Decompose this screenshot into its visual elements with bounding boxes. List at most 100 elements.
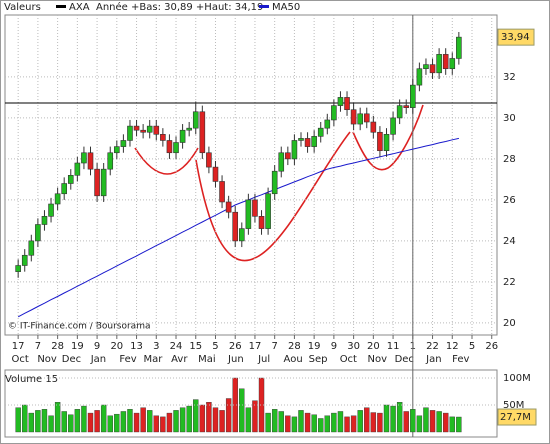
volume-bar <box>357 410 363 433</box>
x-tick-label: 19 <box>308 341 321 352</box>
volume-bar <box>212 407 219 433</box>
x-tick-label: 11 <box>387 341 400 352</box>
volume-bar <box>396 402 403 433</box>
month-label: Nov <box>368 354 388 365</box>
volume-bar <box>120 411 127 433</box>
candle-body <box>278 152 285 172</box>
candle-body <box>225 201 232 213</box>
volume-bar <box>258 377 265 433</box>
month-label: Dec <box>395 354 414 365</box>
volume-bar <box>252 400 258 433</box>
x-tick-label: 9 <box>331 341 337 352</box>
volume-bar <box>337 411 344 433</box>
candle-body <box>206 152 212 168</box>
volume-bar <box>114 413 120 433</box>
candle-body <box>153 125 160 135</box>
volume-bar <box>179 407 186 433</box>
candle-body <box>390 117 396 135</box>
candle-body <box>54 193 61 205</box>
candle-body <box>67 175 74 184</box>
candle-body <box>271 170 278 195</box>
candle-body <box>396 105 403 119</box>
candle-body <box>436 54 442 74</box>
candle-body <box>87 152 94 170</box>
candle-body <box>238 228 245 242</box>
volume-bar <box>94 410 100 433</box>
candle-body <box>291 140 298 160</box>
candle-body <box>186 127 192 131</box>
x-tick-label: 20 <box>110 341 123 352</box>
y-tick-label: 30 <box>503 113 516 124</box>
candle-body <box>304 138 311 147</box>
volume-bar <box>271 409 278 433</box>
legend-label: Valeurs <box>4 2 41 13</box>
volume-bar <box>127 409 133 433</box>
x-tick-label: 3 <box>153 341 159 352</box>
x-tick-label: 7 <box>271 341 277 352</box>
month-label: Fev <box>119 354 136 365</box>
x-tick-label: 7 <box>35 341 41 352</box>
x-tick-label: 26 <box>485 341 498 352</box>
legend-swatch <box>56 5 66 8</box>
volume-bar <box>436 411 442 433</box>
candle-body <box>166 140 173 154</box>
volume-bar <box>87 412 94 433</box>
month-label: Oct <box>340 354 357 365</box>
x-tick-label: 24 <box>170 341 183 352</box>
volume-bar <box>186 405 192 433</box>
volume-title: Volume 15 <box>5 374 58 385</box>
candle-body <box>212 166 219 182</box>
month-label: Jul <box>257 354 270 365</box>
month-label: Nov <box>37 354 57 365</box>
volume-bar <box>22 404 28 433</box>
volume-bar <box>403 411 409 433</box>
candle-body <box>456 36 462 59</box>
volume-bar <box>291 416 298 433</box>
volume-bar <box>416 415 423 433</box>
candle-body <box>337 97 344 106</box>
y-tick-label: 20 <box>503 318 516 329</box>
y-tick-label: 28 <box>503 154 516 165</box>
candle-body <box>377 131 383 152</box>
volume-bar <box>206 402 212 433</box>
candle-body <box>94 168 100 197</box>
candle-body <box>298 138 304 141</box>
volume-bar <box>81 405 87 433</box>
y-tick-label: 24 <box>503 236 516 247</box>
candle-body <box>48 203 54 217</box>
volume-bar <box>364 407 370 433</box>
candle-body <box>21 254 28 266</box>
candle-body <box>35 224 41 242</box>
x-tick-label: 9 <box>94 341 100 352</box>
month-label: Mar <box>144 354 164 365</box>
volume-bar <box>173 410 179 433</box>
candle-body <box>127 125 133 141</box>
candle-body <box>192 111 199 129</box>
volume-bar <box>232 377 238 433</box>
volume-bar <box>219 410 225 433</box>
volume-bar <box>265 412 271 433</box>
candle-body <box>357 113 363 125</box>
volume-bar <box>350 415 357 433</box>
candle-body <box>107 152 114 170</box>
last-volume-box <box>497 408 537 426</box>
candle-body <box>285 152 291 160</box>
legend-swatch <box>259 5 269 8</box>
y-tick-label: 100M <box>503 373 531 384</box>
candle-body <box>100 168 107 197</box>
volume-bar <box>318 418 324 433</box>
volume-bar <box>160 416 166 433</box>
month-label: Aou <box>284 354 303 365</box>
candle-body <box>245 199 252 229</box>
x-tick-label: 17 <box>249 341 262 352</box>
volume-bar <box>61 411 67 433</box>
volume-bar <box>390 405 396 433</box>
candle-body <box>344 97 350 111</box>
volume-bar <box>193 399 199 433</box>
x-tick-label: 26 <box>229 341 242 352</box>
candle-body <box>15 265 21 272</box>
x-tick-label: 19 <box>71 341 84 352</box>
month-label: Jan <box>425 354 441 365</box>
volume-bar <box>410 409 416 433</box>
